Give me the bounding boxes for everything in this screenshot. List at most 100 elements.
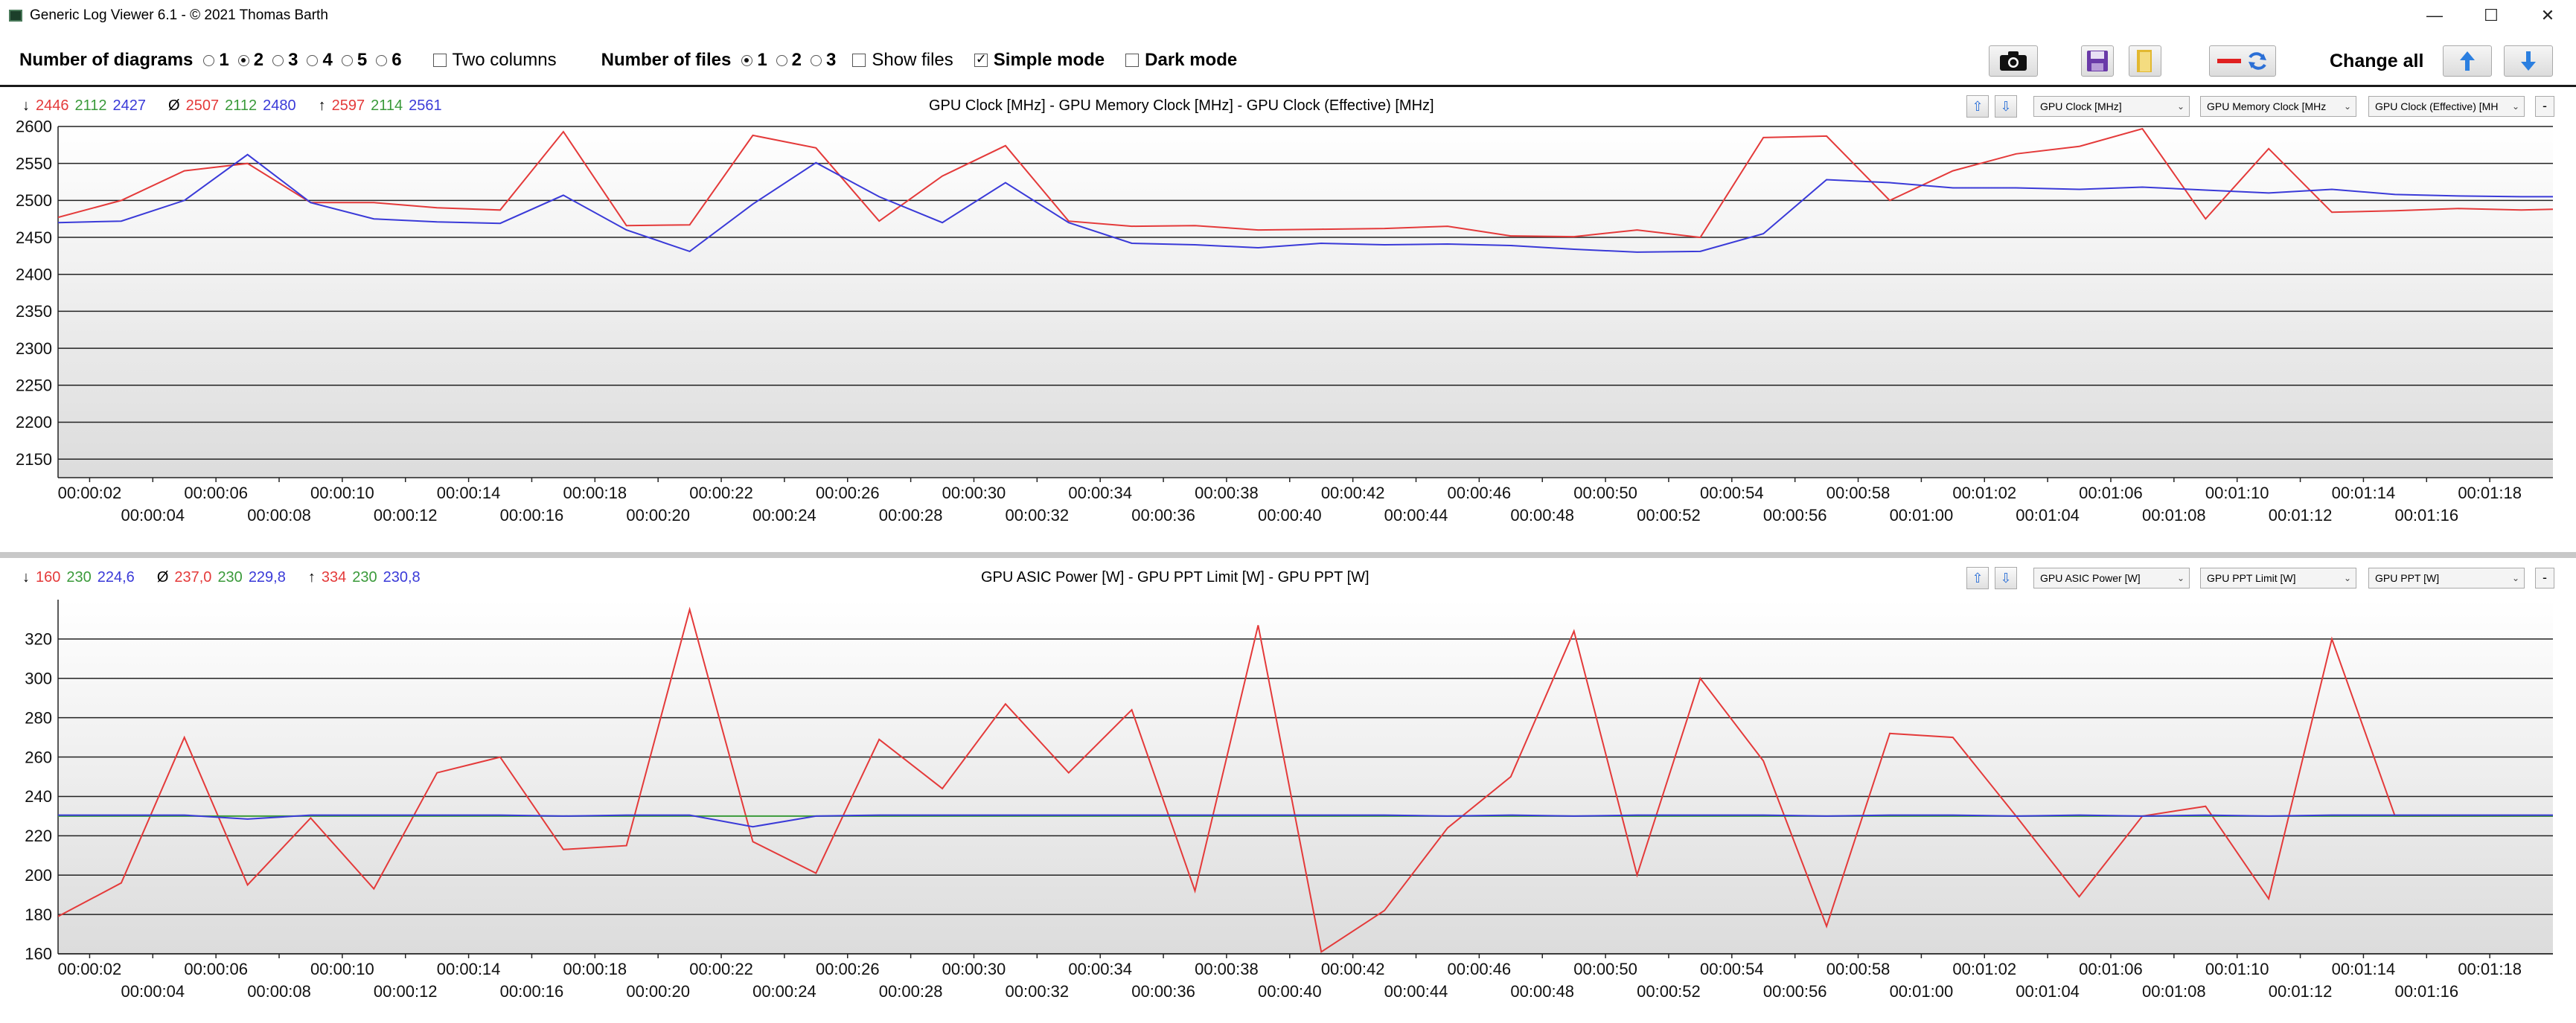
save-button[interactable]: [2081, 45, 2114, 77]
radio-circle[interactable]: [741, 54, 753, 66]
x-tick-label: 00:00:08: [247, 506, 311, 525]
diagram1-remove-button[interactable]: -: [2535, 96, 2554, 117]
radio-label: 3: [288, 50, 298, 70]
dark-mode-checkbox[interactable]: Dark mode: [1125, 50, 1237, 71]
radio-circle[interactable]: [272, 54, 284, 66]
y-tick-label: 240: [25, 787, 52, 806]
open-folder-button[interactable]: [2129, 45, 2161, 77]
stats-avg-symbol: Ø: [156, 569, 169, 586]
x-tick-label: 00:01:16: [2394, 506, 2458, 525]
x-tick-label: 00:00:40: [1258, 506, 1322, 525]
diagrams-radio-4[interactable]: 4: [307, 50, 333, 71]
dropdown-value: GPU Clock [MHz]: [2040, 100, 2122, 112]
diagram2-stats: ↓ 160 230 224,6 Ø 237,0 230 229,8 ↑ 334 …: [22, 569, 421, 586]
y-tick-label: 2300: [16, 339, 52, 358]
diagrams-radio-1[interactable]: 1: [203, 50, 229, 71]
diagram1-move-down-button[interactable]: ⇩: [1995, 95, 2017, 118]
stat-value: 224,6: [97, 569, 135, 586]
diagrams-radio-2[interactable]: 2: [237, 50, 263, 71]
diagrams-radio-3[interactable]: 3: [272, 50, 298, 71]
x-tick-label: 00:01:12: [2269, 506, 2333, 525]
y-tick-label: 2550: [16, 154, 52, 173]
diagram-separator[interactable]: [0, 552, 2576, 558]
x-tick-label: 00:01:10: [2205, 484, 2269, 502]
diagram2-header: ↓ 160 230 224,6 Ø 237,0 230 229,8 ↑ 334 …: [0, 565, 2576, 589]
y-tick-label: 200: [25, 866, 52, 885]
diagrams-radio-6[interactable]: 6: [376, 50, 402, 71]
y-tick-label: 2600: [16, 119, 52, 136]
minimize-button[interactable]: —: [2426, 6, 2443, 25]
chevron-down-icon: ⌄: [2176, 573, 2185, 583]
plot-area[interactable]: [58, 126, 2553, 478]
x-tick-label: 00:00:18: [563, 960, 627, 978]
diagram2-series2-dropdown[interactable]: GPU PPT Limit [W] ⌄: [2200, 568, 2356, 589]
x-tick-label: 00:00:50: [1573, 484, 1637, 502]
stats-min-arrow: ↓: [22, 569, 30, 586]
diagram2-move-down-button[interactable]: ⇩: [1995, 567, 2017, 589]
x-tick-label: 00:01:18: [2458, 484, 2522, 502]
x-tick-label: 00:01:14: [2332, 960, 2396, 978]
stat-value: 160: [36, 569, 61, 586]
y-tick-label: 2450: [16, 228, 52, 247]
chevron-down-icon: ⌄: [2343, 101, 2351, 112]
checkbox-box[interactable]: [432, 54, 447, 67]
radio-label: 3: [826, 50, 837, 70]
x-tick-label: 00:00:42: [1321, 960, 1385, 978]
x-tick-label: 00:00:12: [374, 506, 438, 525]
diagram2-series3-dropdown[interactable]: GPU PPT [W] ⌄: [2368, 568, 2525, 589]
radio-circle[interactable]: [237, 54, 249, 66]
move-up-button[interactable]: [2443, 45, 2492, 77]
files-radio-2[interactable]: 2: [776, 50, 802, 71]
radio-circle[interactable]: [341, 54, 353, 66]
radio-circle[interactable]: [203, 54, 215, 66]
x-tick-label: 00:00:44: [1384, 506, 1448, 525]
x-tick-label: 00:00:22: [689, 484, 753, 502]
diagram2-remove-button[interactable]: -: [2535, 568, 2554, 589]
files-radio-3[interactable]: 3: [811, 50, 836, 71]
title-bar: Generic Log Viewer 6.1 - © 2021 Thomas B…: [0, 0, 2576, 31]
screenshot-button[interactable]: [1989, 45, 2038, 77]
radio-circle[interactable]: [776, 54, 787, 66]
maximize-button[interactable]: ☐: [2484, 6, 2499, 25]
diagram1-series3-dropdown[interactable]: GPU Clock (Effective) [MH ⌄: [2368, 96, 2525, 117]
x-tick-label: 00:00:30: [942, 960, 1006, 978]
x-tick-label: 00:01:04: [2016, 506, 2080, 525]
stat-value: 2427: [112, 97, 147, 114]
arrow-up-icon: ⇧: [1972, 570, 1984, 586]
show-files-checkbox[interactable]: Show files: [852, 50, 953, 71]
diagram1-series1-dropdown[interactable]: GPU Clock [MHz] ⌄: [2033, 96, 2190, 117]
save-icon: [2087, 51, 2108, 71]
simple-mode-checkbox[interactable]: Simple mode: [974, 50, 1105, 71]
checkbox-box[interactable]: [852, 54, 866, 67]
checkbox-box[interactable]: [974, 51, 988, 67]
x-tick-label: 00:01:18: [2458, 960, 2522, 978]
radio-circle[interactable]: [811, 54, 822, 66]
camera-icon: [2000, 51, 2027, 71]
stat-value: 230: [352, 569, 377, 586]
stats-max-arrow: ↑: [307, 569, 316, 586]
x-tick-label: 00:00:24: [752, 506, 816, 525]
stat-value: 230: [66, 569, 92, 586]
diagram2-series1-dropdown[interactable]: GPU ASIC Power [W] ⌄: [2033, 568, 2190, 589]
x-tick-label: 00:01:02: [1952, 960, 2016, 978]
x-tick-label: 00:00:06: [184, 484, 248, 502]
x-tick-label: 00:00:40: [1258, 982, 1322, 1001]
close-button[interactable]: ✕: [2540, 6, 2555, 25]
stat-value: 230: [217, 569, 243, 586]
diagram1-move-up-button[interactable]: ⇧: [1966, 95, 1989, 118]
files-radio-1[interactable]: 1: [741, 50, 767, 71]
diagram2-title: GPU ASIC Power [W] - GPU PPT Limit [W] -…: [981, 569, 1370, 586]
diagrams-radio-5[interactable]: 5: [341, 50, 367, 71]
x-tick-label: 00:00:02: [58, 960, 122, 978]
stat-value: 2597: [331, 97, 365, 114]
toolbar-separator: [0, 85, 2576, 87]
two-columns-checkbox[interactable]: Two columns: [432, 50, 557, 71]
move-down-button[interactable]: [2504, 45, 2553, 77]
checkbox-box[interactable]: [1125, 54, 1140, 67]
reset-refresh-button[interactable]: [2209, 45, 2276, 77]
plot-area[interactable]: [58, 600, 2553, 954]
radio-circle[interactable]: [376, 54, 388, 66]
radio-circle[interactable]: [307, 54, 319, 66]
diagram1-series2-dropdown[interactable]: GPU Memory Clock [MHz ⌄: [2200, 96, 2356, 117]
diagram2-move-up-button[interactable]: ⇧: [1966, 567, 1989, 589]
